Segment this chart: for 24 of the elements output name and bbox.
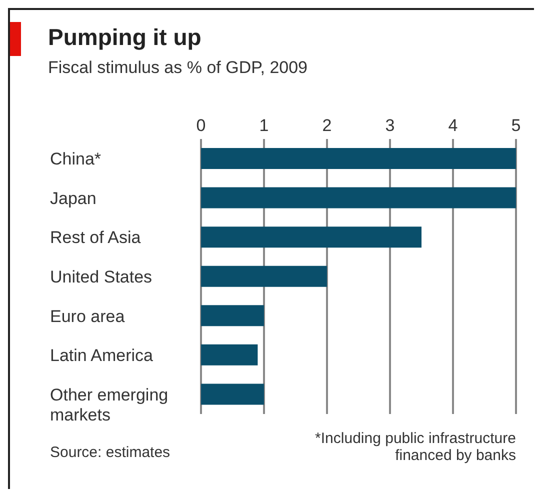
bar [201,187,516,208]
bar [201,305,264,326]
x-tick-label: 0 [196,116,206,135]
x-tick-label: 2 [322,116,332,135]
source-note: Source: estimates [50,444,170,461]
x-tick-label: 5 [511,116,521,135]
y-tick-label: Euro area [50,306,126,326]
y-tick-label: Latin America [50,346,154,366]
bar [201,384,264,405]
bar [201,226,422,248]
chart-title: Pumping it up [48,24,202,51]
y-tick-label: Other emerging markets [50,385,168,424]
y-tick-label: United States [50,268,152,286]
chart-subtitle: Fiscal stimulus as % of GDP, 2009 [48,58,308,78]
x-tick-label: 4 [448,116,458,135]
y-tick-label: China* [50,150,102,169]
bar [201,266,327,287]
bar [201,344,258,366]
y-tick-label: Rest of Asia [50,228,142,248]
text: *Including public infrastructure financed by banks [314,430,516,464]
bar [201,148,516,169]
y-tick-label: Japan [50,188,96,208]
x-tick-label: 1 [259,116,269,135]
x-tick-label: 3 [385,116,395,135]
